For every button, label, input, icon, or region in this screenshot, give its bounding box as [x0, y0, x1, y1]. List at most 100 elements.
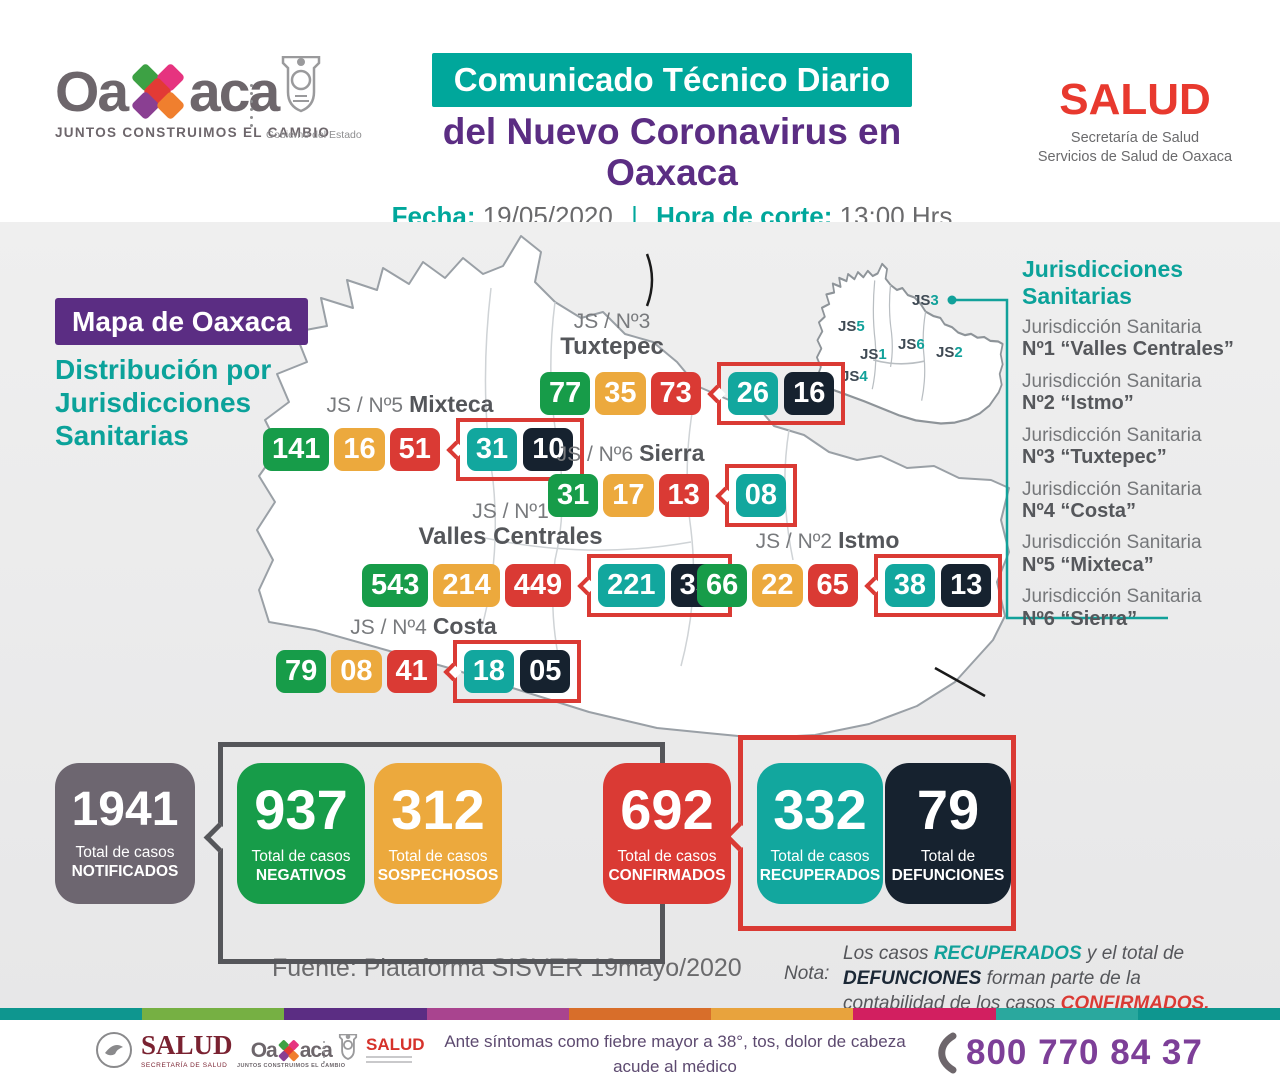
recuperados-defunciones-group: 31 10: [446, 418, 585, 481]
phone-number: 800 770 84 37: [966, 1033, 1203, 1072]
color-stripe: [0, 1008, 1280, 1020]
defunciones-chip: 05: [520, 650, 571, 693]
list-item: Jurisdicción Sanitaria Nº5 “Mixteca”: [1022, 532, 1202, 576]
label-js1-valles-centrales: JS / Nº1 Valles Centrales: [418, 500, 603, 550]
values-js1-valles-centrales: 543 214 449 221 35: [362, 554, 732, 617]
oaxaca-x-icon: [278, 1038, 299, 1061]
footer-oaxaca-logo: Oa aca JUNTOS CONSTRUIMOS EL CAMBIO: [237, 1038, 346, 1069]
federal-salud-wordmark: SALUD: [141, 1029, 233, 1060]
oaxaca-x-icon: [129, 62, 187, 121]
page-title: Comunicado Técnico Diario: [431, 53, 913, 107]
date-separator: |: [631, 201, 638, 232]
notificados-card: 1941 Total de casos NOTIFICADOS: [55, 763, 195, 904]
values-js2-istmo: 66 22 65 38 13: [697, 554, 1003, 617]
confirmados-chip: 13: [658, 474, 709, 517]
federal-salud-subtitle: SECRETARÍA DE SALUD: [141, 1061, 228, 1069]
label-js4-costa: JS / Nº4 Costa: [350, 613, 497, 639]
pointer-notch: [577, 576, 596, 595]
gobierno-label: Gobierno del Estado: [266, 129, 362, 141]
salud-logo: SALUD Secretaría de Salud Servicios de S…: [1035, 78, 1235, 167]
negativos-value: 937: [254, 777, 348, 841]
values-js5-mixteca: 141 16 51 31 10: [263, 418, 585, 481]
state-salud-logo: SALUD: [336, 1034, 425, 1064]
label-js3-tuxtepec: JS / Nº3 Tuxtepec: [560, 310, 664, 360]
phone-block: 800 770 84 37: [933, 1031, 1203, 1075]
confirmados-chip: 73: [650, 372, 701, 415]
placeholder-line: [366, 1060, 412, 1063]
defunciones-value: 79: [916, 777, 980, 841]
recuperados-card: 332 Total de casos RECUPERADOS: [757, 763, 883, 904]
salud-sublines: Secretaría de Salud Servicios de Salud d…: [1035, 129, 1235, 167]
pointer-notch: [864, 576, 883, 595]
salud-wordmark: SALUD: [1059, 75, 1211, 124]
placeholder-line: [366, 1055, 412, 1058]
negativos-card: 937 Total de casos NEGATIVOS: [237, 763, 365, 904]
connector-line: [947, 295, 1168, 620]
list-item: Jurisdicción Sanitaria Nº3 “Tuxtepec”: [1022, 424, 1202, 468]
page-subtitle: del Nuevo Coronavirus en Oaxaca: [442, 111, 902, 193]
minimap-label-js2: JS2: [936, 344, 963, 361]
distribution-heading: Distribución por Jurisdicciones Sanitari…: [55, 354, 272, 451]
list-item: Jurisdicción Sanitaria Nº6 “Sierra”: [1022, 586, 1202, 630]
confirmados-chip: 41: [386, 650, 437, 693]
minimap-label-js1: JS1: [860, 346, 887, 363]
oaxaca-wordmark-end: aca: [189, 60, 280, 124]
river-marks: [645, 253, 986, 698]
pointer-notch: [707, 384, 726, 403]
map-title-badge: Mapa de Oaxaca: [55, 298, 309, 345]
gobierno-crest: Gobierno del Estado: [266, 55, 362, 141]
negativos-chip: 77: [540, 372, 591, 415]
sospechosos-value: 312: [391, 777, 485, 841]
pointer-notch: [443, 662, 462, 681]
recuperados-chip: 08: [735, 474, 787, 517]
dotted-divider: [250, 84, 253, 127]
footer-message: Ante síntomas como fiebre mayor a 38°, t…: [425, 1030, 925, 1082]
recuperados-chip: 18: [463, 650, 515, 693]
negativos-chip: 141: [263, 428, 330, 471]
sospechosos-chip: 35: [595, 372, 646, 415]
defunciones-card: 79 Total de DEFUNCIONES: [885, 763, 1011, 904]
negativos-chip: 31: [548, 474, 599, 517]
state-crest-icon: [281, 55, 321, 113]
recuperados-value: 332: [773, 777, 867, 841]
oaxaca-wordmark-start: Oa: [55, 60, 129, 124]
defunciones-chip: 10: [523, 428, 574, 471]
label-js5-mixteca: JS / Nº5 Mixteca: [326, 391, 494, 417]
confirmados-chip: 51: [389, 428, 440, 471]
oaxaca-tagline: JUNTOS CONSTRUIMOS EL CAMBIO: [55, 125, 331, 140]
recuperados-emphasis: RECUPERADOS: [933, 943, 1082, 964]
recuperados-group: 08: [715, 464, 798, 527]
pointer-notch: [715, 486, 734, 505]
salud-line2: Servicios de Salud de Oaxaca: [1037, 148, 1233, 165]
jurisdictions-heading: Jurisdicciones Sanitarias: [1022, 256, 1184, 310]
recuperados-defunciones-group: 26 16: [707, 362, 846, 425]
jurisdictions-minimap: [816, 262, 1004, 425]
title-block: Comunicado Técnico Diario del Nuevo Coro…: [382, 53, 962, 232]
sospechosos-chip: 16: [334, 428, 385, 471]
notificados-value: 1941: [71, 782, 179, 836]
list-item: Jurisdicción Sanitaria Nº2 “Istmo”: [1022, 370, 1202, 415]
list-item: Jurisdicción Sanitaria Nº1 “Valles Centra…: [1022, 317, 1234, 361]
sospechosos-chip: 08: [331, 650, 382, 693]
dotted-divider: [323, 1041, 325, 1063]
values-js6-sierra: 31 17 13 08: [548, 464, 798, 527]
list-item: Jurisdicción Sanitaria Nº4 “Costa”: [1022, 478, 1202, 522]
defunciones-emphasis: DEFUNCIONES: [843, 968, 982, 990]
negativos-chip: 79: [276, 650, 327, 693]
sospechosos-chip: 214: [433, 564, 500, 607]
recuperados-chip: 31: [466, 428, 518, 471]
eagle-seal-icon: [96, 1032, 132, 1068]
recuperados-defunciones-group: 38 13: [864, 554, 1003, 617]
negativos-chip: 543: [362, 564, 429, 607]
federal-salud-logo: SALUD SECRETARÍA DE SALUD: [95, 1031, 233, 1069]
state-crest-icon: [338, 1034, 358, 1060]
minimap-label-js5: JS5: [838, 318, 865, 335]
recuperados-chip: 26: [727, 372, 779, 415]
sospechosos-chip: 22: [752, 564, 803, 607]
negativos-chip: 66: [697, 564, 748, 607]
confirmados-chip: 449: [504, 564, 572, 607]
oaxaca-logo: Oa aca JUNTOS CONSTRUIMOS EL CAMBIO: [55, 60, 331, 140]
recuperados-chip: 221: [598, 564, 665, 607]
recuperados-chip: 38: [884, 564, 936, 607]
values-js4-costa: 79 08 41 18 05: [276, 640, 582, 703]
